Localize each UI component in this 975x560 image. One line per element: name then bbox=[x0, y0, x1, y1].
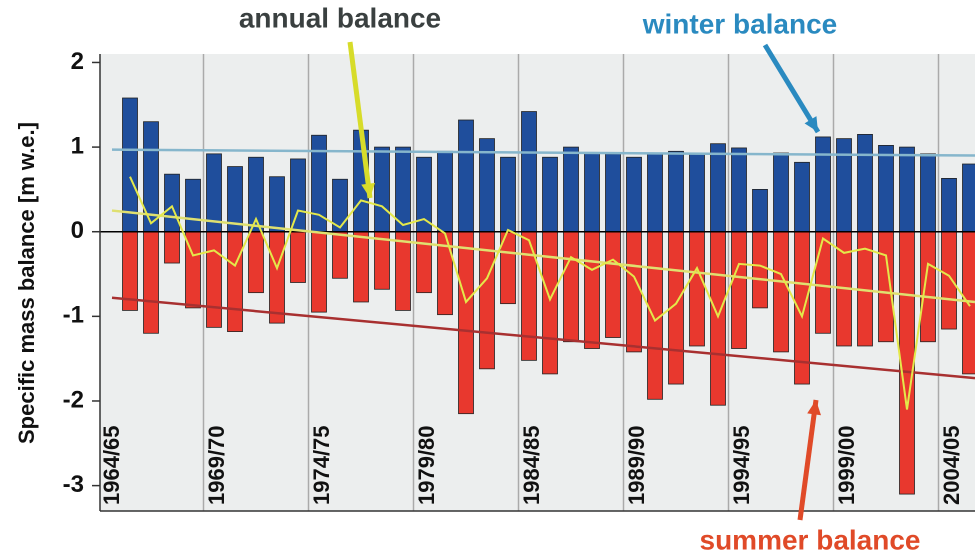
annotation: winter balance bbox=[642, 8, 838, 39]
bar bbox=[689, 153, 705, 233]
bar bbox=[542, 231, 558, 375]
bar bbox=[143, 231, 159, 334]
bar bbox=[647, 152, 663, 233]
annotation-arrowhead bbox=[804, 116, 818, 132]
bar bbox=[773, 231, 789, 353]
bar bbox=[290, 231, 306, 283]
x-tick-label: 1999/00 bbox=[834, 425, 859, 505]
annotation-arrow bbox=[797, 399, 819, 521]
y-tick-label: 1 bbox=[71, 132, 84, 159]
bar bbox=[458, 119, 474, 233]
annotation-arrow bbox=[762, 43, 821, 134]
bar bbox=[836, 138, 852, 233]
bar bbox=[416, 231, 432, 294]
bar bbox=[878, 144, 894, 233]
bar bbox=[563, 146, 579, 233]
x-tick-label: 1974/75 bbox=[309, 425, 334, 505]
bar bbox=[710, 143, 726, 233]
x-tick-label: 1964/65 bbox=[99, 425, 124, 505]
bar bbox=[500, 156, 516, 233]
annotation: summer balance bbox=[700, 524, 921, 555]
x-tick-label: 1984/85 bbox=[519, 425, 544, 505]
bar bbox=[164, 173, 180, 233]
bar bbox=[458, 231, 474, 415]
y-axis-label: Specific mass balance [m w.e.] bbox=[14, 122, 39, 444]
bar bbox=[395, 231, 411, 311]
bar bbox=[584, 231, 600, 349]
bar bbox=[920, 153, 936, 233]
y-tick-label: 0 bbox=[71, 217, 84, 244]
bar bbox=[374, 146, 390, 233]
bar bbox=[941, 178, 957, 233]
bar bbox=[164, 231, 180, 264]
bar bbox=[752, 189, 768, 233]
bar bbox=[542, 156, 558, 233]
bar bbox=[290, 158, 306, 233]
bar bbox=[227, 231, 243, 332]
y-tick-label: 2 bbox=[71, 48, 84, 75]
annotation-arrowhead bbox=[361, 182, 376, 198]
annual-line bbox=[129, 176, 971, 410]
bar bbox=[689, 231, 705, 347]
y-tick-label: -1 bbox=[63, 302, 84, 329]
bar bbox=[269, 231, 285, 324]
x-tick-label: 1989/90 bbox=[624, 425, 649, 505]
bar bbox=[731, 231, 747, 349]
bar bbox=[185, 178, 201, 233]
bar bbox=[248, 231, 264, 294]
bar bbox=[437, 150, 453, 233]
bar bbox=[332, 231, 348, 279]
bar bbox=[857, 133, 873, 233]
bar bbox=[752, 231, 768, 309]
bar bbox=[626, 156, 642, 233]
bar bbox=[815, 136, 831, 233]
bar bbox=[899, 146, 915, 233]
bar bbox=[605, 231, 621, 338]
bar bbox=[353, 231, 369, 303]
bar bbox=[521, 111, 537, 233]
bar bbox=[815, 231, 831, 334]
x-tick-label: 1994/95 bbox=[729, 425, 754, 505]
y-tick-label: -3 bbox=[63, 471, 84, 498]
annotation-arrowhead bbox=[807, 400, 821, 416]
bar bbox=[269, 176, 285, 233]
trend-line bbox=[111, 148, 975, 157]
bar bbox=[626, 231, 642, 353]
bar bbox=[563, 231, 579, 343]
y-tick-label: -2 bbox=[63, 386, 84, 413]
annotation-arrow bbox=[347, 41, 373, 199]
x-tick-label: 1969/70 bbox=[204, 425, 229, 505]
bar bbox=[920, 231, 936, 343]
bar bbox=[794, 161, 810, 233]
bar bbox=[605, 153, 621, 233]
bar bbox=[941, 231, 957, 330]
bar bbox=[206, 231, 222, 328]
bar bbox=[668, 150, 684, 233]
bar bbox=[584, 152, 600, 233]
bar bbox=[731, 147, 747, 233]
bar bbox=[962, 163, 975, 233]
annotation: annual balance bbox=[239, 2, 441, 33]
trend-line bbox=[111, 296, 975, 380]
bar bbox=[773, 152, 789, 233]
bar bbox=[521, 231, 537, 361]
bar bbox=[311, 231, 327, 313]
x-tick-label: 2004/05 bbox=[939, 425, 964, 505]
bar bbox=[479, 231, 495, 370]
bar bbox=[899, 231, 915, 495]
x-tick-label: 1979/80 bbox=[414, 425, 439, 505]
trend-line bbox=[111, 209, 975, 304]
